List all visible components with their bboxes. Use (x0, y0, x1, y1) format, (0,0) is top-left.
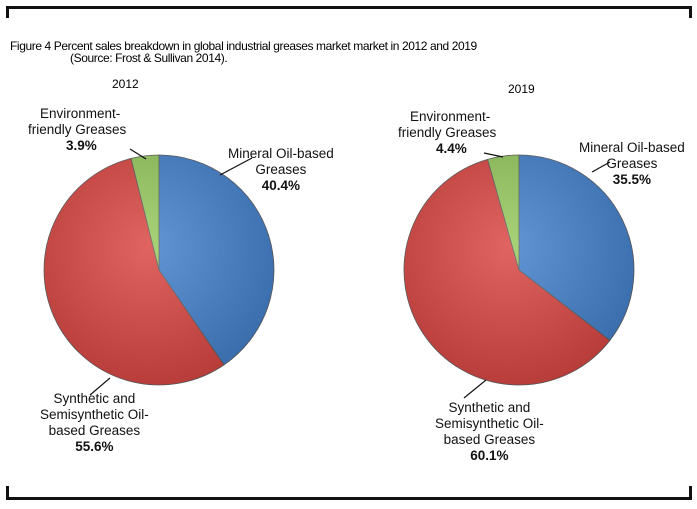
label-2012-environment-line-1: Environment- (40, 106, 121, 121)
pie-2019-title: 2019 (508, 82, 535, 96)
label-2012-environment-line-2: friendly Greases (28, 122, 127, 137)
label-2012-synthetic-line-2: Semisynthetic Oil- (40, 407, 149, 422)
label-2019-mineral-value: 35.5% (612, 172, 652, 187)
pie-2012-leader-environment (129, 148, 147, 160)
label-2019-synthetic-value: 60.1% (470, 448, 509, 463)
pie-2012-title: 2012 (112, 77, 139, 91)
pie-2012-shading (44, 155, 274, 385)
label-2012-synthetic-value: 55.6% (75, 439, 114, 454)
label-2019-mineral-line-1: Mineral Oil-based (579, 140, 685, 155)
pie-2019-leader-environment (483, 152, 504, 158)
pie-2019-leader-synthetic (463, 379, 487, 399)
label-2019-environment: Environment- friendly Greases 4.4% (398, 109, 496, 157)
label-2019-environment-value: 4.4% (436, 141, 467, 156)
label-2012-synthetic-line-3: based Greases (48, 423, 141, 438)
label-2019-environment-line-1: Environment- (410, 109, 491, 124)
pie-2012-leader-synthetic (89, 377, 111, 396)
figure-title: Figure 4 Percent sales breakdown in glob… (10, 39, 477, 53)
label-2012-mineral-line-1: Mineral Oil-based (228, 146, 334, 161)
label-2012-synthetic: Synthetic and Semisynthetic Oil- based G… (40, 391, 149, 455)
frame-top-right-tick (689, 6, 692, 18)
label-2019-synthetic-line-2: Semisynthetic Oil- (435, 416, 544, 431)
pie-2019-leader-mineral (591, 161, 611, 173)
frame-top-left-tick (6, 6, 9, 18)
frame-bottom-right-tick (689, 486, 692, 500)
label-2019-environment-line-2: friendly Greases (398, 125, 497, 140)
label-2012-mineral: Mineral Oil-based Greases 40.4% (228, 146, 334, 194)
label-2019-synthetic-line-3: based Greases (443, 432, 536, 447)
label-2019-synthetic: Synthetic and Semisynthetic Oil- based G… (435, 400, 544, 464)
frame-bottom-line (6, 497, 692, 500)
label-2012-mineral-line-2: Greases (255, 162, 307, 177)
frame-bottom-left-tick (6, 486, 9, 500)
label-2012-environment-value: 3.9% (66, 138, 97, 153)
pie-2012-leader-mineral (219, 157, 253, 176)
figure-source: (Source: Frost & Sullivan 2014). (70, 51, 228, 65)
label-2019-mineral-line-2: Greases (606, 156, 658, 171)
label-2019-mineral: Mineral Oil-based Greases 35.5% (579, 140, 685, 188)
pie-2019-shading (404, 155, 634, 385)
label-2012-environment: Environment- friendly Greases 3.9% (28, 106, 126, 154)
label-2012-synthetic-line-1: Synthetic and (53, 391, 136, 406)
label-2012-mineral-value: 40.4% (261, 178, 301, 193)
frame-top-line (6, 6, 692, 9)
label-2019-synthetic-line-1: Synthetic and (448, 400, 531, 415)
